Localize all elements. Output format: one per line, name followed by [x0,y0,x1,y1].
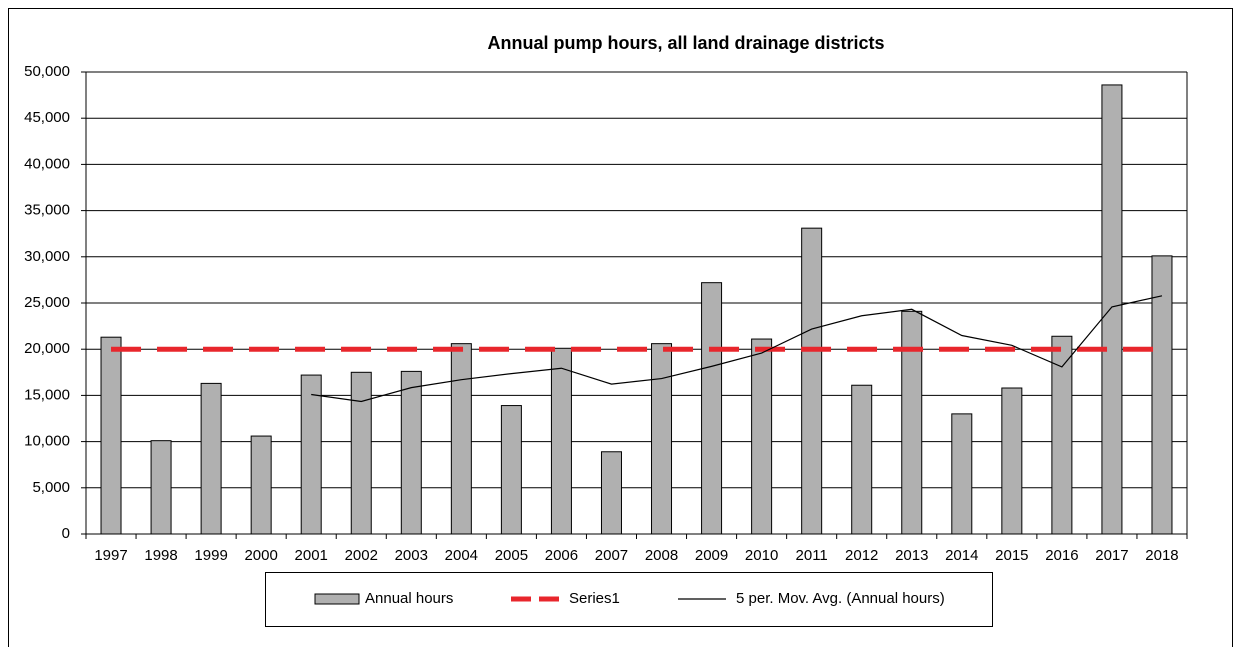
y-tick-label: 0 [62,525,70,542]
bar [250,435,272,535]
x-tick-label: 1997 [94,547,127,564]
x-tick-label: 2008 [645,547,678,564]
bar [100,336,122,535]
x-tick-label: 2011 [796,547,828,564]
bar [801,227,823,535]
y-tick-label: 40,000 [24,155,70,172]
legend-box [265,572,993,627]
x-tick-label: 2002 [345,547,378,564]
x-tick-label: 2006 [545,547,578,564]
x-tick-label: 2010 [745,547,778,564]
y-tick-label: 45,000 [24,109,70,126]
moving-average-line [311,295,1163,403]
x-tick-label: 2007 [595,547,628,564]
legend-swatch [314,593,360,605]
x-tick-label: 2000 [244,547,277,564]
y-tick-label: 5,000 [32,479,70,496]
x-tick-label: 2004 [445,547,478,564]
x-tick-label: 2014 [945,547,978,564]
bar [350,371,372,535]
y-tick-label: 10,000 [24,433,70,450]
x-tick-label: 2017 [1095,547,1128,564]
bar [150,440,172,535]
bar [200,382,222,535]
bar [1051,335,1073,535]
y-tick-label: 35,000 [24,202,70,219]
x-tick-label: 1999 [194,547,227,564]
bar [300,374,322,535]
x-tick-label: 2013 [895,547,928,564]
y-tick-label: 30,000 [24,248,70,265]
x-tick-label: 2016 [1045,547,1078,564]
x-tick-label: 2009 [695,547,728,564]
x-tick-label: 2018 [1145,547,1178,564]
bar [751,338,773,535]
bar [951,413,973,535]
x-tick-label: 2003 [395,547,428,564]
bar [400,370,422,535]
x-tick-label: 1998 [144,547,177,564]
y-tick-label: 50,000 [24,63,70,80]
bar [901,310,923,535]
bar [1101,84,1123,535]
bar [851,384,873,535]
y-tick-label: 20,000 [24,340,70,357]
chart-title: Annual pump hours, all land drainage dis… [487,33,884,53]
bar [550,347,572,535]
bar [1001,387,1023,535]
bar [450,343,472,535]
x-tick-label: 2005 [495,547,528,564]
legend-label: Series1 [569,590,620,607]
bar [600,451,622,535]
legend-label: 5 per. Mov. Avg. (Annual hours) [736,590,945,607]
bar [500,405,522,535]
y-tick-label: 25,000 [24,294,70,311]
x-tick-label: 2001 [295,547,328,564]
legend-label: Annual hours [365,590,453,607]
x-tick-label: 2015 [995,547,1028,564]
chart-frame [8,8,1233,652]
x-tick-label: 2012 [845,547,878,564]
bar [701,282,723,535]
y-tick-label: 15,000 [24,386,70,403]
bar [651,343,673,535]
